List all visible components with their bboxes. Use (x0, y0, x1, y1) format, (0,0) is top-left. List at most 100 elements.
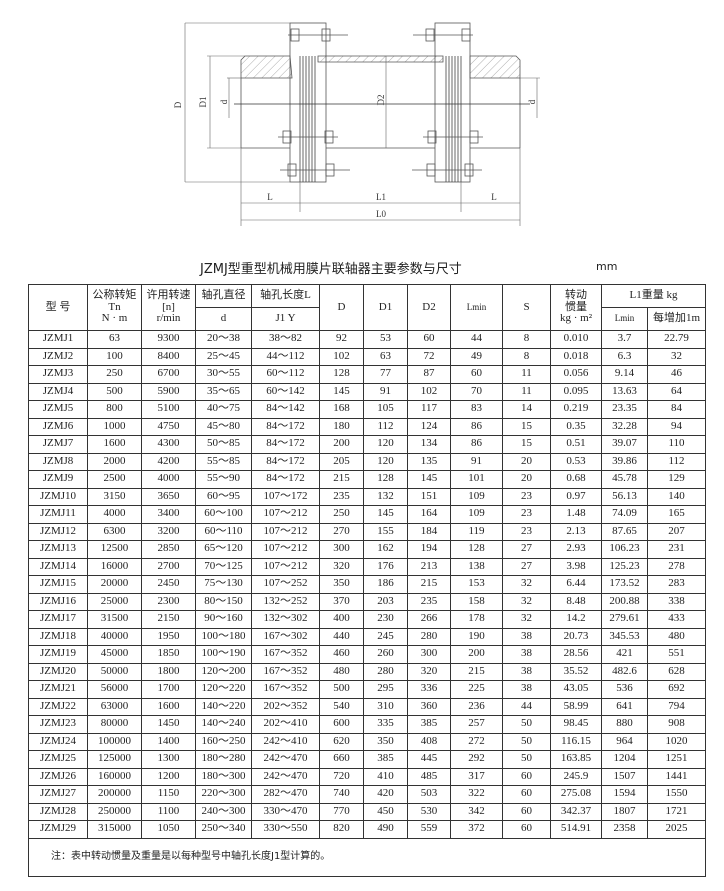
cell-speed: 6700 (141, 365, 196, 384)
note-row: 注：表中转动惯量及重量是以每种型号中轴孔长度J1型计算的。 (27, 837, 707, 877)
cell-inertia: 0.010 (550, 330, 602, 349)
cell-Lmin: 70 (450, 382, 503, 401)
cell-inertia: 0.35 (550, 417, 602, 436)
cell-speed: 1950 (141, 627, 196, 646)
cell-D: 102 (319, 347, 364, 366)
cell-torque: 500 (87, 382, 142, 401)
cell-D2: 320 (407, 662, 451, 681)
cell-weight-lmin: 125.23 (601, 557, 648, 576)
cell-Lmin: 91 (450, 452, 503, 471)
cell-weight-lmin: 1594 (601, 785, 648, 804)
cell-D: 215 (319, 470, 364, 489)
cell-speed: 1100 (141, 802, 196, 821)
cell-D: 480 (319, 662, 364, 681)
cell-weight-lmin: 880 (601, 715, 648, 734)
cell-D1: 132 (363, 487, 408, 506)
cell-weight-per-m: 112 (646, 452, 707, 471)
label-L1: L1 (376, 192, 386, 202)
cell-weight-per-m: 794 (646, 697, 707, 716)
cell-D: 620 (319, 732, 364, 751)
cell-model: JZMJ13 (28, 540, 88, 559)
cell-weight-lmin: 9.14 (601, 365, 648, 384)
cell-torque: 45000 (87, 645, 142, 664)
cell-S: 23 (502, 522, 551, 541)
cell-D: 460 (319, 645, 364, 664)
table-row: JZMJ21 56000 1700 120～220 167～352 500 295 336 22… (28, 680, 707, 699)
cell-inertia: 0.53 (550, 452, 602, 471)
cell-inertia: 0.018 (550, 347, 602, 366)
cell-bore-length: 167～302 (251, 627, 320, 646)
cell-bore-diameter: 180～300 (195, 767, 252, 786)
cell-D2: 164 (407, 505, 451, 524)
cell-D1: 120 (363, 435, 408, 454)
table-note: 注：表中转动惯量及重量是以每种型号中轴孔长度J1型计算的。 (27, 837, 707, 877)
cell-bore-diameter: 60～100 (195, 505, 252, 524)
cell-bore-diameter: 250～340 (195, 820, 252, 839)
cell-bore-length: 330～470 (251, 802, 320, 821)
cell-S: 38 (502, 645, 551, 664)
cell-model: JZMJ29 (28, 820, 88, 839)
cell-model: JZMJ11 (28, 505, 88, 524)
cell-weight-per-m: 1550 (646, 785, 707, 804)
cell-S: 60 (502, 820, 551, 839)
label-D2: D2 (376, 95, 386, 106)
cell-model: JZMJ27 (28, 785, 88, 804)
cell-inertia: 342.37 (550, 802, 602, 821)
header-S: S (502, 284, 551, 331)
cell-Lmin: 153 (450, 575, 503, 594)
cell-S: 38 (502, 680, 551, 699)
cell-torque: 63 (87, 330, 142, 349)
cell-Lmin: 215 (450, 662, 503, 681)
cell-D1: 245 (363, 627, 408, 646)
cell-weight-per-m: 1251 (646, 750, 707, 769)
cell-weight-lmin: 2358 (601, 820, 648, 839)
cell-Lmin: 44 (450, 330, 503, 349)
header-weight-lmin: Lmin (601, 307, 648, 331)
cell-Lmin: 128 (450, 540, 503, 559)
cell-D1: 63 (363, 347, 408, 366)
cell-weight-lmin: 6.3 (601, 347, 648, 366)
cell-weight-lmin: 1507 (601, 767, 648, 786)
cell-D2: 184 (407, 522, 451, 541)
cell-bore-length: 107～212 (251, 557, 320, 576)
spacer-section (317, 55, 444, 63)
cell-inertia: 8.48 (550, 592, 602, 611)
cell-inertia: 58.99 (550, 697, 602, 716)
cell-D2: 134 (407, 435, 451, 454)
cell-weight-lmin: 421 (601, 645, 648, 664)
cell-weight-lmin: 200.88 (601, 592, 648, 611)
header-bore-length: 轴孔长度L (251, 284, 320, 308)
cell-D: 92 (319, 330, 364, 349)
cell-weight-lmin: 1204 (601, 750, 648, 769)
cell-torque: 6300 (87, 522, 142, 541)
cell-bore-length: 84～172 (251, 435, 320, 454)
cell-weight-per-m: 692 (646, 680, 707, 699)
cell-inertia: 0.056 (550, 365, 602, 384)
cell-inertia: 20.73 (550, 627, 602, 646)
cell-D2: 215 (407, 575, 451, 594)
cell-model: JZMJ21 (28, 680, 88, 699)
cell-D: 740 (319, 785, 364, 804)
cell-bore-diameter: 140～220 (195, 697, 252, 716)
cell-torque: 16000 (87, 557, 142, 576)
cell-speed: 5100 (141, 400, 196, 419)
cell-bore-length: 242～470 (251, 750, 320, 769)
table-row: JZMJ3 250 6700 30～55 60～112 128 77 87 60 11 0.056 9… (28, 365, 707, 384)
cell-bore-diameter: 65～120 (195, 540, 252, 559)
cell-D1: 410 (363, 767, 408, 786)
cell-D2: 151 (407, 487, 451, 506)
cell-bore-length: 167～352 (251, 680, 320, 699)
cell-D2: 385 (407, 715, 451, 734)
cell-Lmin: 60 (450, 365, 503, 384)
cell-weight-per-m: 64 (646, 382, 707, 401)
cell-torque: 50000 (87, 662, 142, 681)
coupling-technical-drawing: D D1 d D2 d L L1 L L0 (173, 22, 540, 226)
header-torque: 公称转矩 Tn N · m (87, 284, 142, 331)
cell-speed: 2300 (141, 592, 196, 611)
cell-torque: 1600 (87, 435, 142, 454)
cell-bore-length: 167～352 (251, 662, 320, 681)
cell-model: JZMJ16 (28, 592, 88, 611)
cell-D1: 186 (363, 575, 408, 594)
cell-Lmin: 138 (450, 557, 503, 576)
cell-D: 660 (319, 750, 364, 769)
